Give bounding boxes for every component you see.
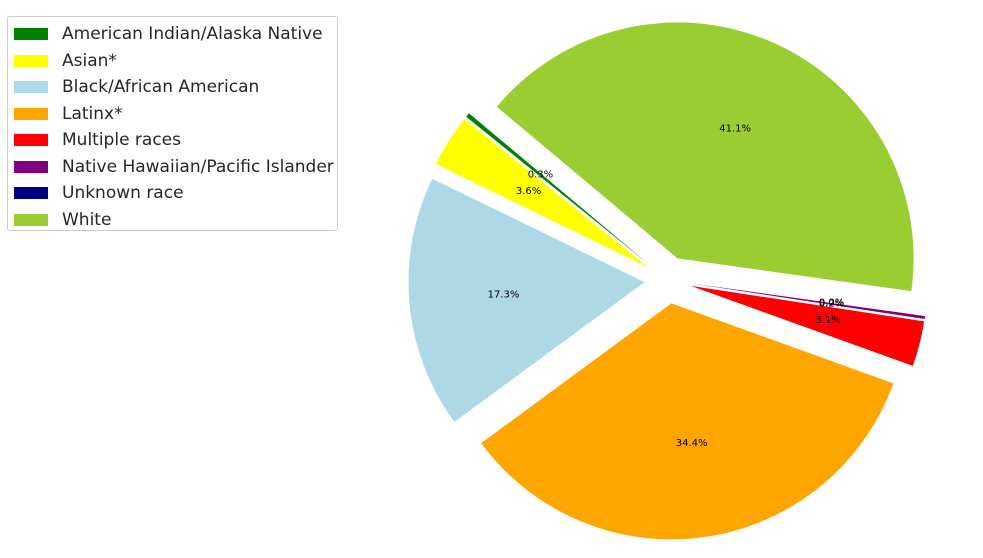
legend-item-black-african-american: Black/African American — [8, 74, 337, 101]
legend-swatch — [14, 54, 48, 67]
legend-item-multiple-races: Multiple races — [8, 127, 337, 154]
pie-label-unknown-race: 0.0% — [819, 297, 844, 308]
legend-swatch — [14, 134, 48, 147]
legend-label: American Indian/Alaska Native — [62, 24, 323, 45]
legend-item-unknown-race: Unknown race — [8, 180, 337, 207]
legend-swatch — [14, 81, 48, 94]
pie-slice-latinx — [481, 303, 894, 540]
legend-swatch — [14, 107, 48, 120]
legend-label: Latinx* — [62, 103, 123, 124]
pie-label-multiple-races: 3.1% — [815, 315, 840, 326]
legend: American Indian/Alaska Native Asian* Black… — [7, 16, 338, 231]
legend-label: Native Hawaiian/Pacific Islander — [62, 156, 334, 177]
legend-label: Asian* — [62, 50, 117, 71]
pie-label-asian: 3.6% — [516, 186, 541, 197]
legend-item-latinx: Latinx* — [8, 101, 337, 128]
legend-item-american-indian-alaska-native: American Indian/Alaska Native — [8, 21, 337, 48]
pie-label-black-african-american: 17.3% — [488, 289, 520, 300]
legend-item-native-hawaiian-pacific-islander: Native Hawaiian/Pacific Islander — [8, 154, 337, 181]
legend-label: Black/African American — [62, 77, 260, 98]
pie-slice-american-indian-alaska-native — [466, 113, 650, 266]
pie-label-native-hawaiian-pacific-islander: 0.2% — [819, 298, 844, 309]
legend-label: White — [62, 209, 112, 230]
pie-slice-asian — [435, 119, 649, 268]
legend-swatch — [14, 187, 48, 200]
pie-value-labels: 0.3% 3.6% 17.3% 34.4% 3.1% 0.2%0.0% 41.1% — [488, 124, 845, 449]
legend-label: Multiple races — [62, 130, 181, 151]
legend-item-white: White — [8, 207, 337, 234]
pie-slice-multiple-races — [690, 285, 925, 366]
pie-slice-black-african-american — [408, 178, 645, 422]
legend-label: Unknown race — [62, 183, 184, 204]
pie-slice-white — [496, 22, 914, 292]
pie-label-american-indian-alaska-native: 0.3% — [528, 170, 553, 181]
pie-label-latinx: 34.4% — [676, 438, 708, 449]
pie-slices — [408, 22, 926, 540]
pie-label-white: 41.1% — [719, 124, 751, 135]
legend-swatch — [14, 213, 48, 226]
legend-swatch — [14, 160, 48, 173]
legend-item-asian: Asian* — [8, 48, 337, 75]
legend-swatch — [14, 28, 48, 41]
pie-slice-native-hawaiian-pacific-islander — [691, 283, 926, 320]
